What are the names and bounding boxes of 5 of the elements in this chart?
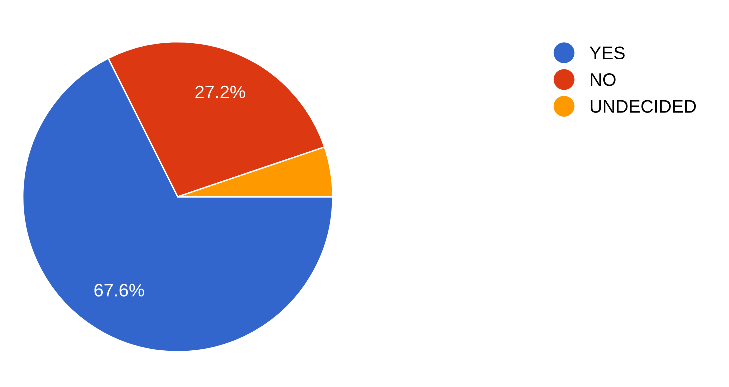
legend-label: UNDECIDED: [590, 100, 696, 114]
data-label: 67.6%: [94, 284, 144, 297]
legend-label: YES: [590, 46, 625, 60]
legend-label: NO: [591, 73, 616, 86]
data-label: 27.2%: [196, 86, 246, 99]
